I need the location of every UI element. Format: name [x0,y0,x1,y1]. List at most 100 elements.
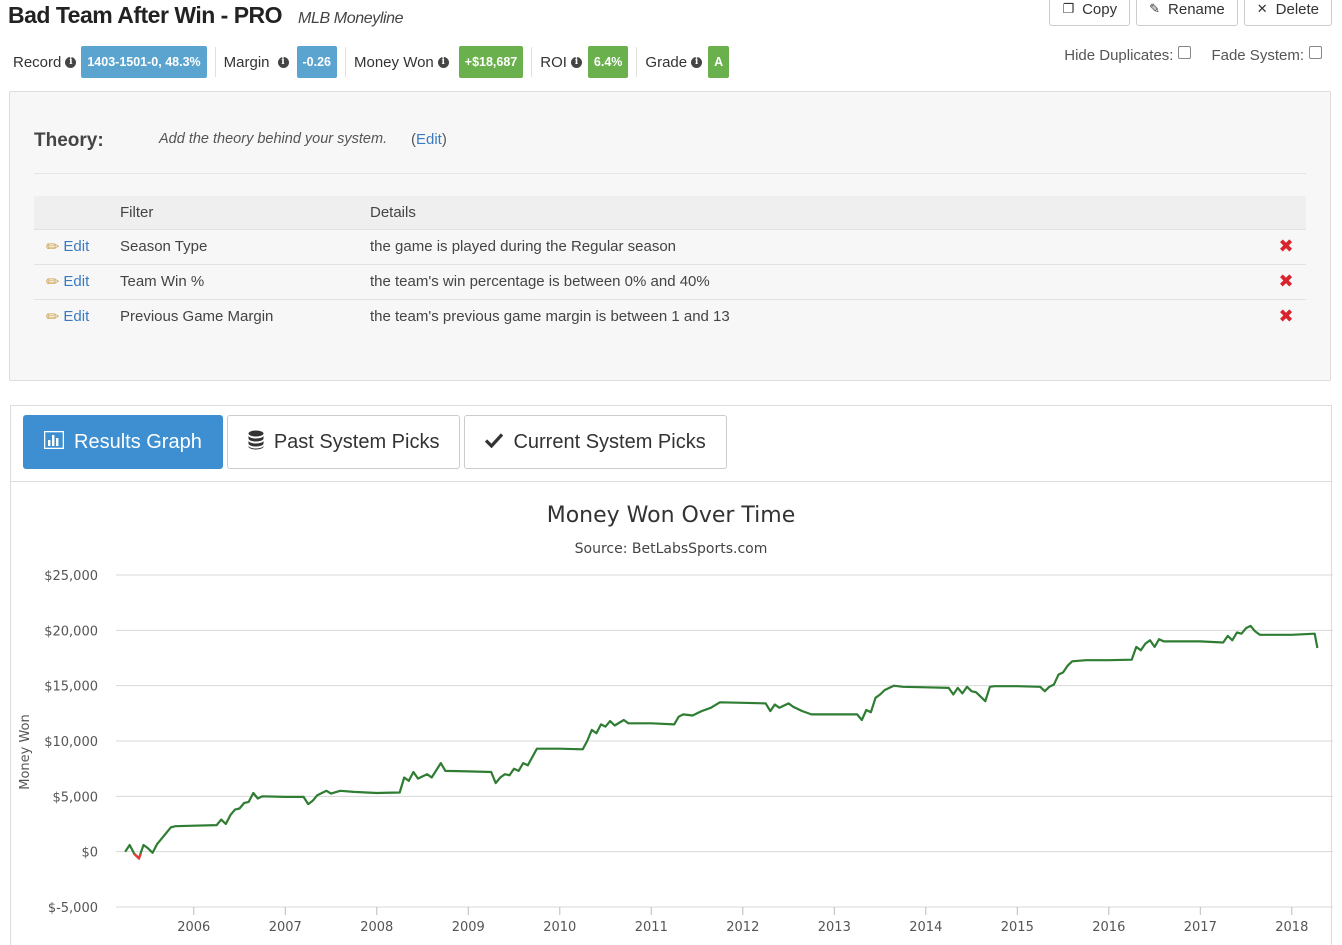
header-edit-col [34,196,120,229]
filter-name: Season Type [120,228,370,264]
chart-series [124,624,1319,861]
filter-edit-label: Edit [63,238,90,255]
theory-edit-close-paren: ) [441,131,447,148]
filters-table: Filter Details ✏ Edit Season Type the ga… [34,196,1306,334]
theory-edit-link[interactable]: Edit [416,131,442,148]
filter-row: ✏ Edit Previous Game Margin the team's p… [34,298,1306,334]
filter-edit-button[interactable]: ✏ Edit [46,272,89,292]
y-tick-label: $10,000 [44,735,98,750]
x-tick-label: 2008 [360,920,393,935]
divider [214,47,216,77]
theory-edit: (Edit) [411,131,447,148]
hide-duplicates-toggle: Hide Duplicates: [1064,46,1192,64]
system-definition-panel: Theory: Add the theory behind your syste… [9,91,1331,381]
remove-filter-icon[interactable]: ✖ [1278,236,1294,256]
stat-roi: ROI i 6.4% [540,46,629,78]
filter-name: Previous Game Margin [120,298,370,334]
chart-title: Money Won Over Time [547,503,796,528]
delete-button[interactable]: ✕ Delete [1243,0,1332,26]
grade-label: Grade [645,53,688,71]
filter-edit-cell: ✏ Edit [34,298,120,334]
y-tick-label: $-5,000 [48,901,98,916]
tab-past-system-picks-label: Past System Picks [273,430,440,453]
theory-row: Theory: Add the theory behind your syste… [34,122,1306,174]
filter-edit-button[interactable]: ✏ Edit [46,307,89,327]
info-icon[interactable]: i [570,56,582,68]
rename-label: Rename [1168,0,1225,18]
fade-system-checkbox[interactable] [1309,46,1322,59]
x-tick-label: 2006 [177,920,210,935]
action-buttons: ❐ Copy ✎ Rename ✕ Delete [1049,0,1332,26]
money-won-chart: Money Won Over Time Source: BetLabsSport… [18,503,1333,935]
money-won-badge: +$18,687 [458,46,524,78]
grade-badge: A [708,46,730,78]
x-axis-ticks: 2006 2007 2008 2009 2010 2011 2012 2013 2014 2015… [177,907,1308,935]
y-tick-label: $20,000 [44,624,98,639]
x-tick-label: 2015 [1001,920,1034,935]
filter-details: the team's win percentage is between 0% … [370,263,1266,299]
stat-margin: Margin i -0.26 [224,46,337,78]
system-stats: Record i 1403-1501-0, 48.3% Margin i -0.… [13,45,730,79]
info-icon[interactable]: i [691,56,703,68]
system-toggles: Hide Duplicates: Fade System: [1064,46,1322,64]
info-icon[interactable]: i [277,56,289,68]
divider [531,47,533,77]
pencil-icon: ✏ [46,238,60,256]
page-title: Bad Team After Win - PRO [8,2,283,28]
filters-header-row: Filter Details [34,196,1306,229]
money-won-label: Money Won [354,53,434,71]
filter-remove-cell: ✖ [1266,228,1306,264]
y-axis-label: Money Won [18,714,33,790]
filter-details: the team's previous game margin is betwe… [370,298,1266,334]
rename-button[interactable]: ✎ Rename [1136,0,1238,26]
remove-filter-icon[interactable]: ✖ [1278,271,1294,291]
filter-edit-label: Edit [63,308,90,326]
hide-duplicates-checkbox[interactable] [1178,46,1192,59]
info-icon[interactable]: i [65,56,77,68]
copy-button[interactable]: ❐ Copy [1049,0,1131,26]
stat-record: Record i 1403-1501-0, 48.3% [13,46,207,78]
tab-results-graph[interactable]: Results Graph [23,415,223,469]
tab-current-system-picks[interactable]: Current System Picks [464,415,727,469]
filter-row: ✏ Edit Season Type the game is played du… [34,228,1306,264]
margin-badge: -0.26 [296,46,337,78]
record-badge: 1403-1501-0, 48.3% [81,46,207,78]
y-tick-label: $0 [81,846,98,861]
filter-details: the game is played during the Regular se… [370,228,1266,264]
filter-edit-button[interactable]: ✏ Edit [46,237,89,257]
filter-edit-cell: ✏ Edit [34,228,120,264]
tab-current-system-picks-label: Current System Picks [513,430,706,453]
remove-filter-icon[interactable]: ✖ [1278,306,1294,327]
margin-label: Margin [223,53,270,71]
pencil-icon: ✎ [1149,1,1161,16]
results-tabs: Results Graph Past System Picks Current … [23,415,727,469]
tabs-divider [11,481,1331,482]
tab-past-system-picks[interactable]: Past System Picks [226,415,461,469]
header-remove-col [1266,196,1306,229]
stat-grade: Grade i A [645,46,730,78]
y-tick-label: $5,000 [53,790,99,805]
record-label: Record [13,53,62,71]
filter-remove-cell: ✖ [1266,263,1306,299]
fade-system-label: Fade System: [1211,47,1304,64]
info-icon[interactable]: i [437,56,449,68]
hide-duplicates-label: Hide Duplicates: [1064,47,1174,64]
filter-edit-cell: ✏ Edit [34,263,120,299]
y-tick-label: $25,000 [44,569,98,584]
x-tick-label: 2012 [726,920,759,935]
roi-badge: 6.4% [587,46,629,78]
stat-money-won: Money Won i +$18,687 [354,46,524,78]
filter-name: Team Win % [120,263,370,299]
copy-icon: ❐ [1062,1,1075,16]
tab-results-graph-label: Results Graph [74,430,202,453]
header-details: Details [370,196,1266,229]
divider [345,47,346,77]
chart-subtitle: Source: BetLabsSports.com [575,541,768,557]
negative-segment [133,853,142,861]
close-icon: ✕ [1256,1,1268,16]
x-tick-label: 2016 [1092,920,1125,935]
x-tick-label: 2017 [1184,920,1217,935]
pencil-icon: ✏ [46,308,60,326]
roi-label: ROI [540,53,567,71]
fade-system-toggle: Fade System: [1211,46,1322,64]
